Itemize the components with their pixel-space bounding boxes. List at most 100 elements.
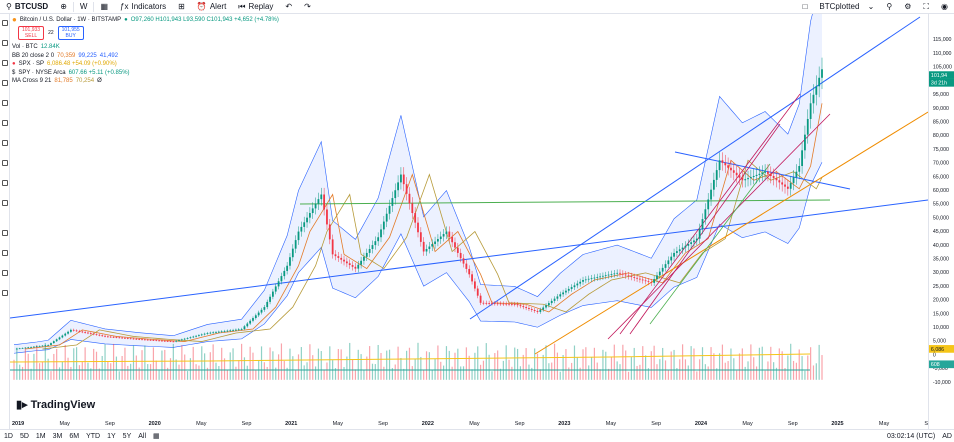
- candle-body: [135, 338, 138, 340]
- candle-body: [61, 335, 64, 338]
- clock-label[interactable]: 03:02:14 (UTC): [887, 432, 936, 440]
- fib-icon[interactable]: [2, 60, 8, 66]
- quick-search-button[interactable]: ⚲: [880, 0, 898, 14]
- legend-spy[interactable]: $ SPY · NYSE Arca 607.66 +5.11 (+0.85%): [12, 69, 279, 77]
- crosshair-icon[interactable]: [2, 20, 8, 26]
- goto-date-icon[interactable]: ▦: [153, 433, 160, 440]
- add-symbol-button[interactable]: ⊕: [54, 0, 73, 14]
- volume-bar: [758, 347, 761, 380]
- range-5y[interactable]: 5Y: [122, 432, 132, 440]
- range-6m[interactable]: 6M: [69, 432, 80, 440]
- replay-button[interactable]: ⏮ Replay: [232, 0, 279, 14]
- lock-icon[interactable]: [2, 250, 8, 256]
- y-tick-label: 70,000: [933, 161, 949, 167]
- ruler-icon[interactable]: [2, 180, 8, 186]
- candle-body: [539, 309, 542, 312]
- redo-button[interactable]: ↷: [298, 0, 317, 14]
- range-1y[interactable]: 1Y: [107, 432, 116, 440]
- range-ytd[interactable]: YTD: [86, 432, 101, 440]
- alert-button[interactable]: ⏰ Alert: [191, 0, 232, 14]
- candle-body: [249, 320, 252, 324]
- x-tick-label: Sep: [515, 421, 525, 427]
- candle-body: [621, 273, 624, 275]
- candle-body: [35, 346, 38, 348]
- trash-icon[interactable]: [2, 290, 8, 296]
- y-tick-label: 40,000: [933, 243, 949, 249]
- volume-bar: [440, 361, 442, 380]
- range-1d[interactable]: 1D: [4, 432, 13, 440]
- layout-name-button[interactable]: BTCplotted ⌄: [813, 0, 880, 14]
- top-toolbar: ⚲ BTCUSD ⊕ W ▦ ƒx Indicators ⊞ ⏰ Alert ⏮…: [0, 0, 954, 14]
- prediction-icon[interactable]: [2, 100, 8, 106]
- volume-bar: [403, 368, 405, 380]
- brush-icon[interactable]: [2, 120, 8, 126]
- indicators-button[interactable]: ƒx Indicators: [114, 0, 172, 14]
- candle-body: [229, 330, 232, 332]
- volume-bar: [744, 366, 746, 380]
- zoom-icon[interactable]: [2, 200, 8, 206]
- magnet-icon[interactable]: [2, 230, 8, 236]
- volume-bar: [616, 361, 618, 380]
- price-chart[interactable]: 2019 May Sep 2020 May Sep 2021 May Sep 2022 May Sep…: [10, 14, 928, 429]
- range-1m[interactable]: 1M: [35, 432, 46, 440]
- settings-button[interactable]: ⚙: [898, 0, 917, 14]
- candle-body: [735, 172, 738, 176]
- candle-body: [308, 213, 311, 218]
- text-icon[interactable]: [2, 140, 8, 146]
- volume-bar: [608, 368, 610, 380]
- volume-bar: [218, 366, 220, 380]
- pattern-icon[interactable]: [2, 80, 8, 86]
- undo-button[interactable]: ↶: [279, 0, 298, 14]
- volume-bar: [556, 352, 559, 380]
- volume-bar: [64, 344, 66, 380]
- interval-button[interactable]: W: [79, 2, 88, 11]
- range-5d[interactable]: 5D: [19, 432, 29, 440]
- legend-ma[interactable]: MA Cross 9 21 81,785 70,254 Ø: [12, 77, 279, 85]
- legend-spx[interactable]: ● SPX · SP 6,086.48 +54.09 (+0.90%): [12, 60, 279, 68]
- legend-ohlc: O97,260 H101,943 L93,590 C101,943 +4,652…: [130, 17, 279, 23]
- volume-bar: [622, 344, 624, 380]
- candle-body: [38, 345, 41, 347]
- candle-body: [613, 273, 616, 275]
- bar-countdown-label-bg: [929, 78, 954, 87]
- candle-body: [547, 303, 550, 306]
- snapshot-button[interactable]: ◉: [935, 0, 954, 14]
- price-scale[interactable]: 115,000 110,000 105,000 95,000 90,000 85,000 8…: [928, 14, 954, 429]
- symbol-search[interactable]: ⚲ BTCUSD: [0, 0, 54, 14]
- chart-type-button[interactable]: ▦: [94, 0, 114, 14]
- sell-button[interactable]: 101,933 SELL: [18, 26, 45, 41]
- range-3m[interactable]: 3M: [52, 432, 63, 440]
- volume-bar: [297, 354, 300, 380]
- vol-value: 12.84K: [40, 44, 60, 51]
- range-all[interactable]: All: [138, 432, 147, 440]
- layout-toggle[interactable]: □: [797, 0, 814, 14]
- legend-bb[interactable]: BB 20 close 2 0 70,359 99,225 41,492: [12, 52, 279, 60]
- volume-bar: [201, 346, 203, 380]
- volume-bar: [408, 347, 411, 380]
- candle-body: [41, 345, 44, 347]
- camera-icon: ◉: [941, 2, 948, 11]
- fullscreen-button[interactable]: ⛶: [917, 0, 935, 14]
- candle-body: [499, 303, 502, 305]
- candle-body: [425, 249, 428, 252]
- candle-body: [132, 338, 135, 340]
- candle-body: [408, 193, 411, 204]
- adjustment-label[interactable]: AD: [942, 432, 952, 440]
- candle-body: [33, 346, 35, 348]
- tradingview-logo[interactable]: ▮▸ TradingView: [16, 398, 95, 412]
- legend-volume[interactable]: Vol · BTC 12.84K: [12, 43, 279, 51]
- buy-button[interactable]: 101,955 BUY: [57, 26, 84, 41]
- eye-icon[interactable]: [2, 270, 8, 276]
- volume-bar: [266, 366, 268, 380]
- volume-bar: [386, 350, 388, 380]
- volume-bar: [121, 356, 123, 380]
- trendline-icon[interactable]: [2, 40, 8, 46]
- templates-button[interactable]: ⊞: [172, 0, 191, 14]
- candle-body: [70, 329, 72, 332]
- emoji-icon[interactable]: [2, 160, 8, 166]
- candle-body: [50, 343, 52, 345]
- candle-body: [616, 272, 619, 274]
- volume-bar: [303, 365, 305, 380]
- volume-bar: [144, 345, 146, 380]
- volume-bar: [75, 347, 78, 380]
